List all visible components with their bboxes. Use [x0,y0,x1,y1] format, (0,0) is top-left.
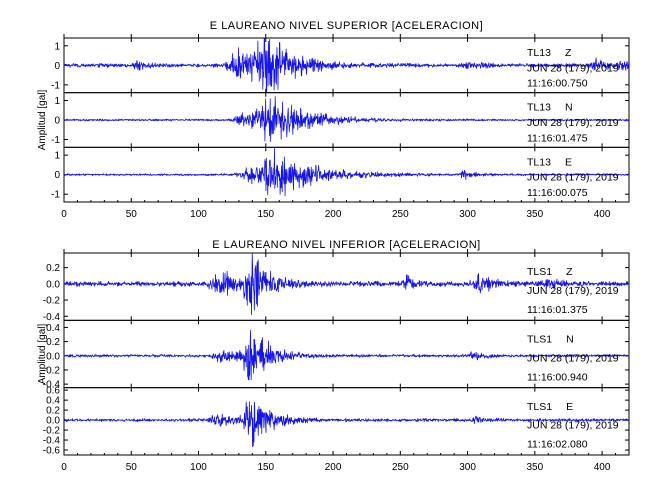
x-tick-label: 50 [126,462,138,473]
station-component-label: TL13 E [527,156,572,168]
y-tick-label: 0.0 [46,351,60,362]
y-tick-label: -1 [51,190,60,201]
y-tick-label: 0.4 [46,323,60,334]
station-name: TLS1 [527,334,552,346]
y-tick-label: 0.0 [46,416,60,427]
y-axis-label: Amplitud [gal] [37,89,48,150]
station-name: TL13 [527,47,551,59]
trace-tl13-z: -1 0 1 TL13 Z JUN 28 (179), 2019 11:16:00.750 [51,37,630,94]
y-tick-label: -0.4 [43,436,61,447]
x-tick-label: 150 [257,209,274,220]
trace-tl13-n: -1 0 1 TL13 N JUN 28 (179), 2019 11:16:01.475 [51,92,630,148]
x-tick-label: 100 [190,209,207,220]
station-component-label: TLS1 N [527,334,574,346]
x-tick-label: 200 [325,462,342,473]
lower-level-panel: E LAUREANO NIVEL INFERIOR [ACELERACION] A… [37,239,630,473]
y-tick-label: 1 [54,151,60,162]
trace-date: JUN 28 (179), 2019 [527,352,619,364]
waveform-line [63,329,630,381]
x-tick-label: 350 [526,209,543,220]
trace-time: 11:16:00.940 [527,371,588,383]
trace-tls1-n: -0.4 -0.2 0.0 0.2 0.4 TLS1 N JUN 28 (179), 2019… [43,319,630,391]
x-tick-label: 300 [459,462,476,473]
trace-date: JUN 28 (179), 2019 [527,420,619,432]
station-name: TLS1 [527,401,552,413]
x-tick-label: 250 [392,209,409,220]
trace-tl13-e: -1 0 1 TL13 E JUN 28 (179), 2019 11:16:00.075 [51,146,630,203]
trace-date: JUN 28 (179), 2019 [527,172,619,184]
x-tick-label: 300 [459,209,476,220]
panel-title: E LAUREANO NIVEL SUPERIOR [ACELERACION] [210,20,483,32]
station-component-label: TL13 Z [527,47,572,59]
y-tick-label: 1 [54,41,60,52]
upper-level-panel: E LAUREANO NIVEL SUPERIOR [ACELERACION] A… [37,20,630,220]
y-tick-label: 1 [54,96,60,107]
trace-tls1-e: -0.6-0.4-0.20.00.20.40.6 TLS1 E JUN 28 (179… [43,386,630,457]
station-name: TLS1 [527,266,552,278]
component-name: Z [565,47,572,59]
panel-title: E LAUREANO NIVEL INFERIOR [ACELERACION] [212,239,480,251]
x-tick-label: 150 [257,462,274,473]
component-name: N [566,334,574,346]
trace-time: 11:16:00.075 [527,187,588,199]
y-tick-label: -0.4 [43,312,61,323]
y-tick-label: -1 [51,135,60,146]
y-axis-label: Amplitud [gal] [37,323,48,384]
station-component-label: TLS1 E [527,401,573,413]
component-name: N [565,102,573,114]
waveform-line [63,38,630,93]
trace-date: JUN 28 (179), 2019 [527,62,619,74]
x-tick-label: 200 [325,209,342,220]
waveform-line [63,401,630,448]
x-tick-label: 400 [594,462,611,473]
y-tick-label: 0.2 [46,406,60,417]
y-tick-label: -0.2 [43,426,61,437]
y-tick-label: -0.4 [43,380,61,391]
trace-date: JUN 28 (179), 2019 [527,285,619,297]
x-tick-label: 100 [190,462,207,473]
x-tick-label: 50 [126,209,138,220]
y-tick-label: 0.0 [46,279,60,290]
y-tick-label: 0 [54,170,60,181]
station-component-label: TL13 N [527,102,573,114]
y-tick-label: 0.6 [46,386,60,397]
x-tick-label: 400 [594,209,611,220]
waveform-line [63,147,630,197]
component-name: E [566,401,573,413]
x-tick-label: 0 [61,209,67,220]
y-tick-label: -0.2 [43,365,61,376]
waveform-line [63,253,630,316]
y-tick-label: -0.2 [43,296,61,307]
station-name: TL13 [527,102,551,114]
station-component-label: TLS1 Z [527,266,573,278]
x-tick-label: 0 [61,462,67,473]
waveform-line [63,96,630,142]
y-tick-label: -0.6 [43,446,61,457]
y-tick-label: 0.4 [46,396,60,407]
trace-time: 11:16:02.080 [527,439,588,451]
trace-time: 11:16:00.750 [527,78,588,90]
trace-time: 11:16:01.375 [527,304,588,316]
component-name: Z [566,266,573,278]
y-tick-label: 0.2 [46,263,60,274]
y-tick-label: -1 [51,80,60,91]
trace-time: 11:16:01.475 [527,132,588,144]
x-tick-label: 250 [392,462,409,473]
y-tick-label: 0 [54,116,60,127]
trace-date: JUN 28 (179), 2019 [527,117,619,129]
trace-tls1-z: -0.4 -0.2 0.0 0.2 TLS1 Z JUN 28 (179), 2019 11:… [43,252,630,323]
component-name: E [565,156,572,168]
station-name: TL13 [527,156,551,168]
y-tick-label: 0.2 [46,337,60,348]
y-tick-label: 0 [54,61,60,72]
x-tick-label: 350 [526,462,543,473]
